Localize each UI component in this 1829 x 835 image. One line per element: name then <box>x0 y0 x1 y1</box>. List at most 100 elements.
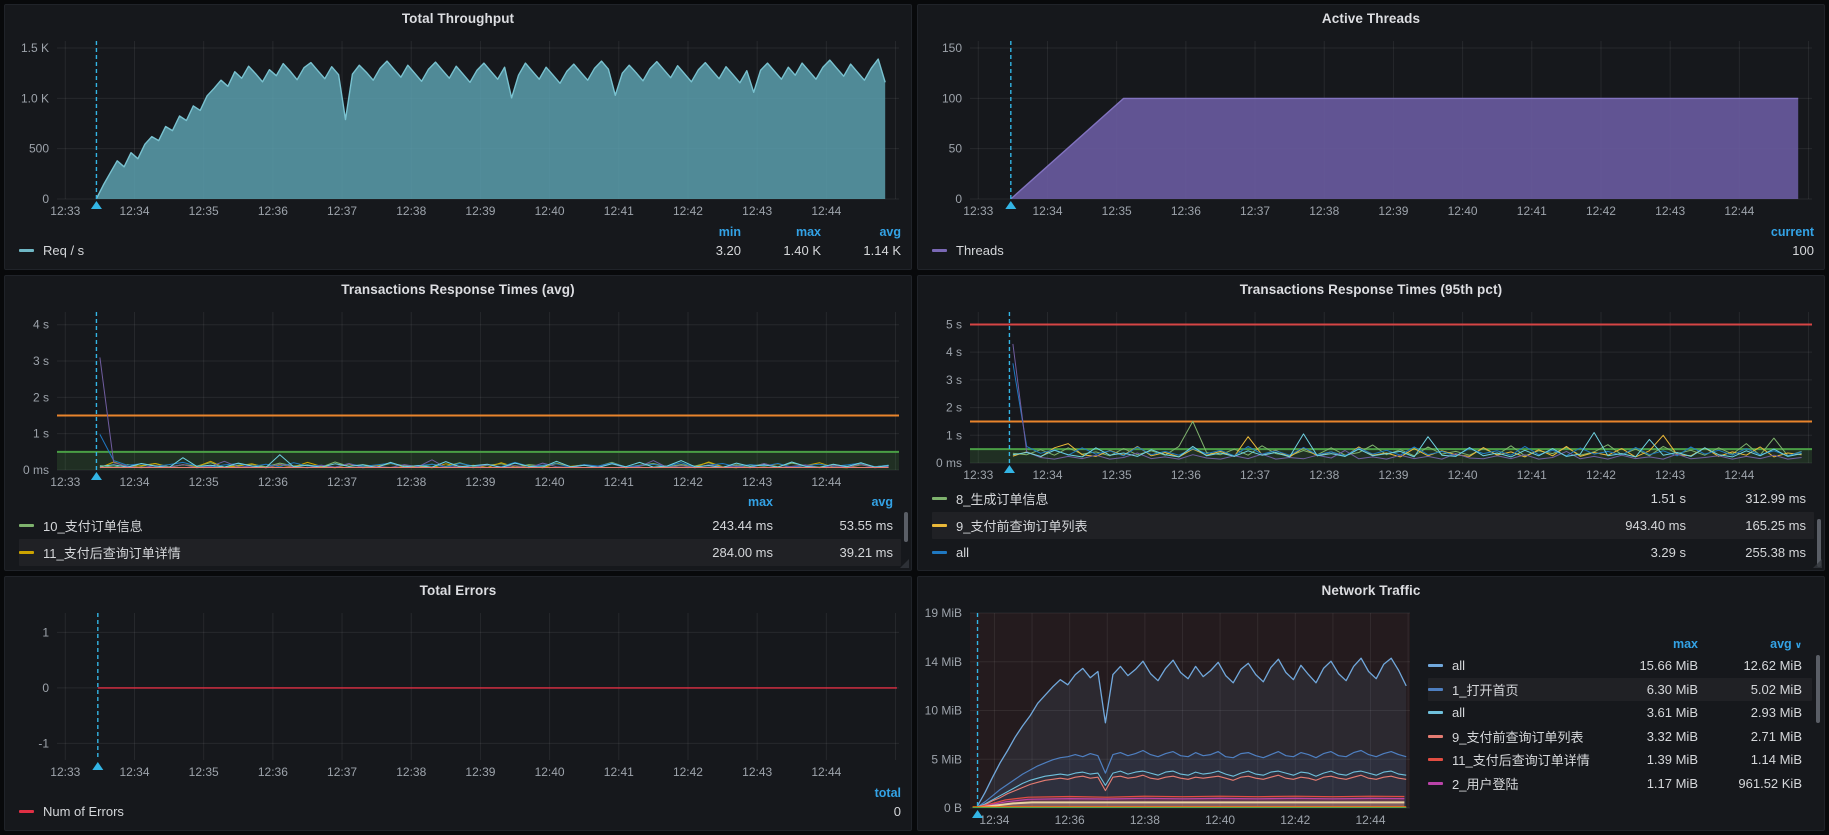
rt-95-chart[interactable]: 12:3312:3412:3512:3612:3712:3812:3912:40… <box>918 302 1824 485</box>
panel-header-network-traffic[interactable]: Network Traffic <box>918 577 1824 603</box>
row-max-value: 15.66 MiB <box>1606 658 1698 673</box>
svg-text:12:35: 12:35 <box>189 204 219 218</box>
legend-item[interactable]: 10_支付订单信息 <box>19 516 653 535</box>
series-label: 10_支付订单信息 <box>43 516 143 535</box>
series-label: 11_支付后查询订单详情 <box>1452 750 1590 769</box>
legend-row[interactable]: 11_支付后查询订单详情 1.39 MiB 1.14 MiB <box>1428 748 1812 772</box>
legend-item[interactable]: all <box>1428 658 1606 673</box>
legend-row[interactable]: all 3.29 s 255.38 ms <box>932 539 1814 566</box>
legend-row[interactable]: 9_支付前查询订单列表 943.40 ms 165.25 ms <box>932 512 1814 539</box>
series-label: Threads <box>956 243 1004 258</box>
svg-text:14 MiB: 14 MiB <box>925 655 962 669</box>
panel-title[interactable]: Network Traffic <box>1321 583 1420 598</box>
rt-95-legend: 8_生成订单信息 1.51 s 312.99 ms 9_支付前查询订单列表 94… <box>918 485 1824 570</box>
panel-header-rt-95[interactable]: Transactions Response Times (95th pct) <box>918 276 1824 302</box>
throughput-chart[interactable]: 12:3312:3412:3512:3612:3712:3812:3912:40… <box>5 31 911 221</box>
series-color-marker <box>1428 782 1443 785</box>
legend-scrollbar[interactable] <box>904 512 908 542</box>
panel-title[interactable]: Transactions Response Times (avg) <box>341 282 574 297</box>
legend-header-avg[interactable]: avg <box>773 495 893 509</box>
legend-item-errors[interactable]: Num of Errors <box>19 804 821 819</box>
legend-row[interactable]: 9_支付前查询订单列表 3.32 MiB 2.71 MiB <box>1428 725 1812 749</box>
panel-rt-95: Transactions Response Times (95th pct) 1… <box>917 275 1825 571</box>
legend-item-threads[interactable]: Threads <box>932 243 1734 258</box>
legend-row[interactable]: all 3.61 MiB 2.93 MiB <box>1428 701 1812 725</box>
legend-item[interactable]: 9_支付前查询订单列表 <box>1428 727 1606 746</box>
svg-text:12:39: 12:39 <box>465 765 495 779</box>
series-label: 11_支付后查询订单详情 <box>43 543 181 562</box>
svg-text:1 s: 1 s <box>946 428 962 442</box>
legend-header-max[interactable]: max <box>741 225 821 239</box>
network-chart[interactable]: 12:3412:3612:3812:4012:4212:440 B5 MiB10… <box>918 603 1422 830</box>
svg-text:12:36: 12:36 <box>258 475 288 489</box>
legend-item[interactable]: 2_用户登陆 <box>1428 774 1606 793</box>
svg-text:500: 500 <box>29 142 49 156</box>
legend-header-max[interactable]: max <box>653 495 773 509</box>
panel-header-active-threads[interactable]: Active Threads <box>918 5 1824 31</box>
svg-text:-1: -1 <box>38 736 49 750</box>
series-color-marker <box>1428 711 1443 714</box>
series-label: 8_生成订单信息 <box>956 489 1048 508</box>
series-label: 9_支付前查询订单列表 <box>1452 727 1583 746</box>
legend-header-max[interactable]: max <box>1606 637 1698 651</box>
panel-header-rt-avg[interactable]: Transactions Response Times (avg) <box>5 276 911 302</box>
legend-row[interactable]: 1_打开首页 6.30 MiB 5.02 MiB <box>1428 678 1812 702</box>
panel-header-total-errors[interactable]: Total Errors <box>5 577 911 603</box>
row-max-value: 284.00 ms <box>653 545 773 560</box>
legend-row[interactable]: all 15.66 MiB 12.62 MiB <box>1428 654 1812 678</box>
panel-title[interactable]: Total Throughput <box>402 11 514 26</box>
errors-chart[interactable]: 12:3312:3412:3512:3612:3712:3812:3912:40… <box>5 603 911 782</box>
svg-text:12:40: 12:40 <box>535 765 565 779</box>
svg-text:12:36: 12:36 <box>258 204 288 218</box>
legend-row[interactable]: 11_支付后查询订单详情 284.00 ms 39.21 ms <box>19 539 901 566</box>
series-label: all <box>1452 705 1465 720</box>
row-avg-value: 165.25 ms <box>1686 518 1806 533</box>
row-max-value: 1.51 s <box>1566 491 1686 506</box>
svg-text:12:39: 12:39 <box>1378 468 1408 482</box>
threads-chart[interactable]: 12:3312:3412:3512:3612:3712:3812:3912:40… <box>918 31 1824 221</box>
series-label: all <box>1452 658 1465 673</box>
legend-header-avg[interactable]: avg <box>821 225 901 239</box>
row-max-value: 3.61 MiB <box>1606 705 1698 720</box>
panel-resize-handle[interactable] <box>1813 559 1822 568</box>
legend-item[interactable]: all <box>932 545 1566 560</box>
svg-text:12:42: 12:42 <box>673 204 703 218</box>
rt-avg-chart[interactable]: 12:3312:3412:3512:3612:3712:3812:3912:40… <box>5 302 911 492</box>
legend-header-total[interactable]: total <box>821 786 901 800</box>
legend-scrollbar[interactable] <box>1816 655 1820 723</box>
legend-header-avg-sorted[interactable]: avg∨ <box>1698 637 1802 651</box>
svg-text:12:41: 12:41 <box>604 475 634 489</box>
legend-item[interactable]: 11_支付后查询订单详情 <box>19 543 653 562</box>
legend-item[interactable]: 11_支付后查询订单详情 <box>1428 750 1606 769</box>
errors-legend: total Num of Errors 0 <box>5 782 911 830</box>
series-color-marker <box>19 524 34 527</box>
svg-text:12:42: 12:42 <box>1586 204 1616 218</box>
svg-text:2 s: 2 s <box>946 401 962 415</box>
svg-text:12:41: 12:41 <box>1517 204 1547 218</box>
panel-title[interactable]: Active Threads <box>1322 11 1420 26</box>
panel-title[interactable]: Transactions Response Times (95th pct) <box>1240 282 1502 297</box>
row-avg-value: 5.02 MiB <box>1698 682 1802 697</box>
legend-header-min[interactable]: min <box>661 225 741 239</box>
throughput-legend: min max avg Req / s 3.20 1.40 K 1.14 K <box>5 221 911 269</box>
legend-item[interactable]: 8_生成订单信息 <box>932 489 1566 508</box>
legend-item[interactable]: all <box>1428 705 1606 720</box>
panel-total-throughput: Total Throughput 12:3312:3412:3512:3612:… <box>4 4 912 270</box>
svg-text:50: 50 <box>949 142 963 156</box>
legend-row[interactable]: 2_用户登陆 1.17 MiB 961.52 KiB <box>1428 772 1812 796</box>
legend-row[interactable]: 10_支付订单信息 243.44 ms 53.55 ms <box>19 512 901 539</box>
series-color-marker <box>932 551 947 554</box>
legend-item[interactable]: 9_支付前查询订单列表 <box>932 516 1566 535</box>
legend-header-current[interactable]: current <box>1734 225 1814 239</box>
svg-text:12:42: 12:42 <box>1280 813 1310 827</box>
legend-item-reqs[interactable]: Req / s <box>19 243 661 258</box>
svg-text:12:38: 12:38 <box>396 765 426 779</box>
svg-text:12:38: 12:38 <box>1130 813 1160 827</box>
svg-text:12:39: 12:39 <box>1378 204 1408 218</box>
panel-resize-handle[interactable] <box>900 559 909 568</box>
series-color-marker <box>1428 688 1443 691</box>
panel-header-total-throughput[interactable]: Total Throughput <box>5 5 911 31</box>
legend-row[interactable]: 8_生成订单信息 1.51 s 312.99 ms <box>932 485 1814 512</box>
legend-item[interactable]: 1_打开首页 <box>1428 680 1606 699</box>
panel-title[interactable]: Total Errors <box>420 583 497 598</box>
